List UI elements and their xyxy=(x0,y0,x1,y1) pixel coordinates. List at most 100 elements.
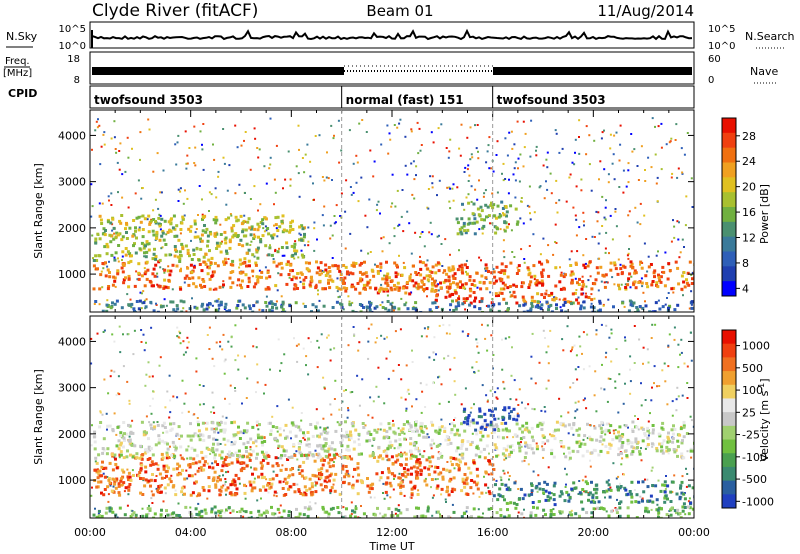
power-echo xyxy=(631,150,634,153)
velocity-echo xyxy=(380,334,383,337)
power-echo xyxy=(497,294,500,297)
velocity-echo xyxy=(122,481,126,485)
velocity-echo xyxy=(104,466,108,470)
velocity-echo xyxy=(158,484,162,488)
power-echo xyxy=(529,307,533,311)
power-echo xyxy=(448,186,451,189)
power-echo xyxy=(456,282,460,286)
power-echo xyxy=(439,281,442,285)
power-echo xyxy=(613,178,616,181)
power-echo xyxy=(244,273,248,277)
velocity-echo xyxy=(283,477,287,481)
velocity-echo xyxy=(224,455,228,459)
power-echo xyxy=(282,187,284,190)
power-echo xyxy=(562,298,565,301)
velocity-echo xyxy=(483,427,487,431)
velocity-echo xyxy=(609,378,612,380)
velocity-echo xyxy=(229,384,232,387)
velocity-echo xyxy=(592,507,596,511)
power-echo xyxy=(212,270,216,274)
velocity-echo xyxy=(177,425,181,429)
power-echo xyxy=(137,179,140,182)
velocity-echo xyxy=(356,462,360,466)
power-echo xyxy=(415,286,418,289)
power-echo xyxy=(144,244,147,248)
power-echo xyxy=(119,142,122,145)
power-echo xyxy=(596,271,600,275)
velocity-echo xyxy=(265,509,269,513)
power-echo xyxy=(132,244,135,248)
velocity-echo xyxy=(208,326,211,329)
velocity-echo xyxy=(641,480,645,484)
velocity-echo xyxy=(145,373,148,376)
velocity-echo xyxy=(665,475,667,477)
power-echo xyxy=(108,275,112,279)
velocity-echo xyxy=(599,435,603,439)
velocity-echo xyxy=(497,454,500,457)
power-echo xyxy=(323,205,326,208)
power-echo xyxy=(533,211,536,214)
power-echo xyxy=(521,281,525,285)
power-echo xyxy=(265,229,268,232)
power-echo xyxy=(598,299,602,303)
velocity-echo xyxy=(381,457,385,461)
velocity-echo xyxy=(651,484,655,487)
velocity-echo xyxy=(344,472,348,476)
power-echo xyxy=(193,219,197,223)
power-echo xyxy=(279,261,283,265)
velocity-echo xyxy=(669,513,673,517)
power-echo xyxy=(543,296,546,299)
velocity-echo xyxy=(270,482,274,486)
power-echo xyxy=(350,193,353,196)
velocity-echo xyxy=(273,490,277,494)
nave-right-tick-bottom: 0 xyxy=(708,75,714,86)
power-echo xyxy=(321,287,325,291)
velocity-echo xyxy=(431,496,434,499)
power-echo xyxy=(318,299,321,302)
velocity-echo xyxy=(630,452,634,456)
power-echo xyxy=(329,237,332,240)
velocity-echo xyxy=(654,484,658,488)
velocity-echo xyxy=(243,491,247,495)
power-echo xyxy=(573,291,577,295)
velocity-echo xyxy=(301,493,305,497)
power-echo xyxy=(633,280,637,284)
velocity-echo xyxy=(162,500,165,503)
velocity-echo xyxy=(277,457,280,460)
velocity-echo xyxy=(449,431,453,435)
velocity-echo xyxy=(127,488,131,492)
power-echo xyxy=(362,283,366,287)
velocity-echo xyxy=(298,512,302,516)
power-echo xyxy=(515,272,519,275)
power-echo xyxy=(263,165,266,168)
velocity-echo xyxy=(234,359,237,362)
power-echo xyxy=(143,267,146,270)
velocity-echo xyxy=(172,443,176,447)
velocity-echo xyxy=(561,423,565,427)
velocity-echo xyxy=(328,453,332,457)
velocity-echo xyxy=(425,435,429,439)
velocity-echo xyxy=(206,462,209,465)
power-echo xyxy=(594,278,598,282)
velocity-echo xyxy=(279,504,282,507)
velocity-echo xyxy=(369,433,373,436)
velocity-echo xyxy=(492,468,496,471)
power-echo xyxy=(243,139,245,142)
velocity-echo xyxy=(117,439,121,443)
velocity-echo xyxy=(178,438,181,440)
velocity-echo xyxy=(96,332,99,335)
velocity-echo xyxy=(252,441,255,445)
power-echo xyxy=(193,305,197,309)
velocity-echo xyxy=(657,506,661,510)
power-echo xyxy=(578,226,581,229)
power-echo xyxy=(426,278,430,282)
velocity-echo xyxy=(401,473,405,477)
velocity-echo xyxy=(553,503,557,507)
power-echo xyxy=(668,141,671,144)
power-echo xyxy=(504,205,508,208)
power-echo xyxy=(555,242,558,244)
power-echo xyxy=(333,215,336,217)
power-echo xyxy=(154,255,158,258)
velocity-echo xyxy=(507,514,511,518)
power-echo xyxy=(598,301,602,305)
